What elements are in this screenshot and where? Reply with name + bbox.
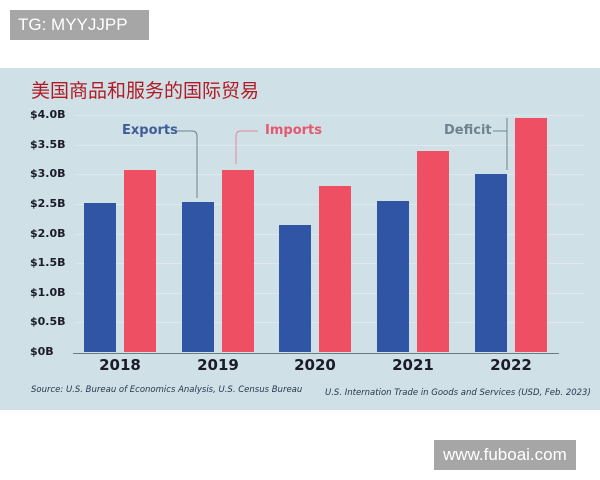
imports-leader-line xyxy=(235,130,258,164)
deficit-bracket-line xyxy=(493,118,508,170)
exports-bar-2020 xyxy=(279,225,311,352)
exports-annotation: Exports xyxy=(122,123,178,138)
y-tick-label: $3.5B xyxy=(30,137,66,151)
imports-bar-2019 xyxy=(222,169,254,352)
gridline xyxy=(75,144,585,146)
watermark-top: TG: MYYJJPP xyxy=(10,10,149,40)
y-tick-label: $2.5B xyxy=(30,196,66,210)
x-axis-line xyxy=(73,353,559,354)
watermark-bottom: www.fuboai.com xyxy=(434,440,576,470)
imports-bar-2021 xyxy=(417,151,449,352)
imports-bar-2020 xyxy=(319,186,351,352)
imports-bar-2018 xyxy=(124,169,156,352)
y-tick-label: $0.5B xyxy=(30,315,66,329)
x-tick-label: 2020 xyxy=(294,356,336,374)
deficit-annotation: Deficit xyxy=(444,123,492,138)
imports-annotation: Imports xyxy=(265,123,322,138)
y-tick-label: $2.0B xyxy=(30,226,66,240)
gridline xyxy=(75,174,585,176)
exports-bar-2022 xyxy=(475,174,507,352)
y-tick-label: $0B xyxy=(30,345,54,358)
chart-title: 美国商品和服务的国际贸易 xyxy=(31,80,260,102)
y-tick-label: $1.0B xyxy=(30,285,66,299)
x-tick-label: 2021 xyxy=(392,356,434,374)
imports-bar-2022 xyxy=(515,117,547,352)
x-tick-label: 2019 xyxy=(197,356,239,374)
x-tick-label: 2018 xyxy=(99,356,141,374)
x-tick-label: 2022 xyxy=(490,356,532,374)
exports-bar-2018 xyxy=(84,203,116,352)
chart-footnote: U.S. Internation Trade in Goods and Serv… xyxy=(325,388,591,398)
y-tick-label: $1.5B xyxy=(30,256,66,270)
y-tick-label: $4.0B xyxy=(30,108,66,121)
exports-bar-2019 xyxy=(182,202,214,352)
y-tick-label: $3.0B xyxy=(30,167,66,181)
source-note: Source: U.S. Bureau of Economics Analysi… xyxy=(31,385,303,395)
exports-bar-2021 xyxy=(377,200,409,352)
exports-leader-line xyxy=(176,130,198,198)
gridline xyxy=(75,115,585,116)
